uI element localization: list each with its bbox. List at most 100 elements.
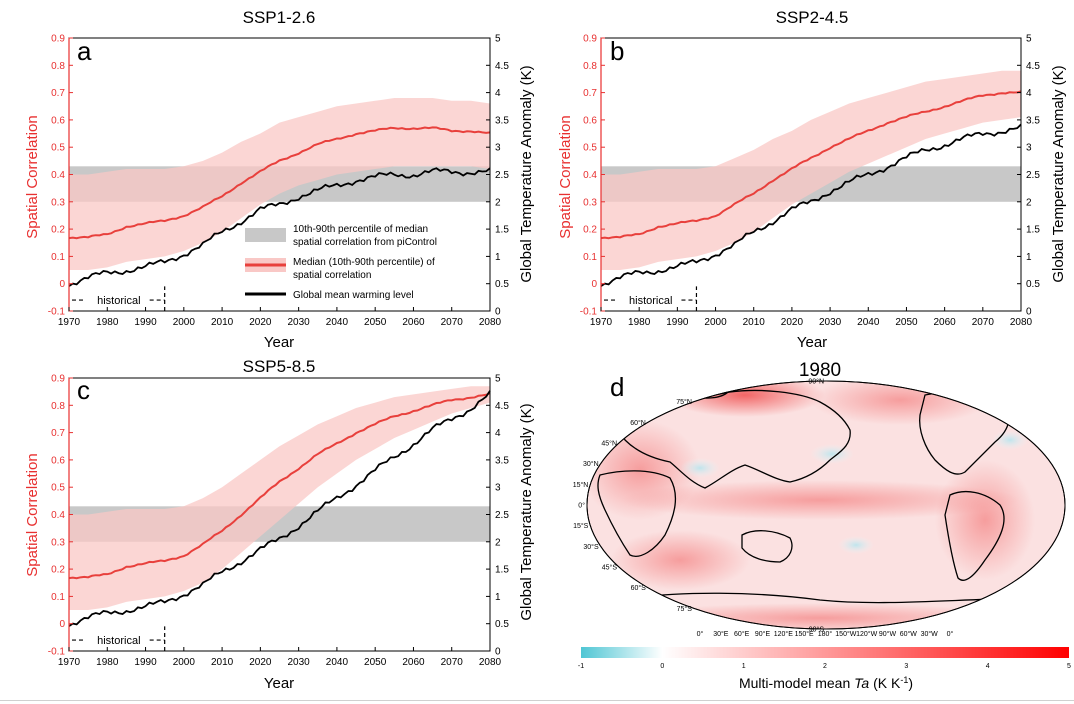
lat-label: 60°N <box>630 419 646 427</box>
panel-c: SSP5-8.5 c -0.1 0 0.1 0.2 0.3 0.4 0.5 0.6 0.7 0.8… <box>24 357 535 692</box>
x-tick-label: 2000 <box>704 317 727 328</box>
y-tick-label: 0.8 <box>51 401 65 412</box>
x-tick-label: 2020 <box>781 317 804 328</box>
y2-tick-label: 1.5 <box>495 565 509 576</box>
median-uncertainty-band <box>69 98 490 271</box>
colorbar-tick-label: 4 <box>986 663 990 670</box>
lat-labels: 90°N 75°N 60°N 45°N 30°N 15°N 0° 15°S 30°S 45°S 60… <box>573 378 825 634</box>
x-tick-label: 2010 <box>743 317 766 328</box>
warm-patch <box>810 381 990 425</box>
plot-area: -0.1 0 0.1 0.2 0.3 0.4 0.5 0.6 0.7 0.8 0.9 0 0.5 1 1.5… <box>580 34 1041 329</box>
lon-labels: 0° 30°E 60°E 90°E 120°E 150°E 180° 150°W 120°W 90… <box>697 630 954 638</box>
y2-tick-label: 2 <box>495 537 501 548</box>
y-tick-label: 0.7 <box>51 428 65 439</box>
y-tick-label: 0.1 <box>51 252 65 263</box>
x-tick-label: 2030 <box>288 657 311 668</box>
median-uncertainty-band <box>69 386 490 611</box>
warming-line <box>68 390 491 627</box>
y2-tick-label: 1 <box>1026 252 1032 263</box>
legend: 10th-90th percentile of median spatial c… <box>245 224 437 301</box>
x-tick-label: 2070 <box>972 317 995 328</box>
y2-tick-label: 1 <box>495 592 501 603</box>
warming-line <box>600 123 1022 287</box>
colorbar-tick-label: 2 <box>823 663 827 670</box>
y-axis-label: Spatial Correlation <box>557 115 574 238</box>
y-tick-label: 0.4 <box>51 170 65 181</box>
y-tick-label: 0 <box>59 619 65 630</box>
y-tick-label: 0.6 <box>51 115 65 126</box>
x-tick-label: 2050 <box>364 657 387 668</box>
x-tick-label: 2040 <box>326 657 349 668</box>
historical-label: historical <box>97 295 140 307</box>
x-tick-label: 1980 <box>96 317 119 328</box>
y2-axis-label: Global Temperature Anomaly (K) <box>518 403 535 620</box>
y2-tick-label: 3.5 <box>495 455 509 466</box>
y2-tick-label: 5 <box>495 34 501 45</box>
colorbar-label: Multi-model mean Ta (K K-1) <box>739 675 913 691</box>
y-tick-label: 0.2 <box>51 225 65 236</box>
lat-label: 15°N <box>573 481 589 489</box>
bottom-rule <box>0 700 1074 701</box>
historical-label: historical <box>629 295 672 307</box>
cool-patch <box>680 458 720 478</box>
lon-label: 90°W <box>879 630 897 638</box>
y-axis-label: Spatial Correlation <box>24 115 41 238</box>
plot-area: -0.1 0 0.1 0.2 0.3 0.4 0.5 0.6 0.7 0.8 0.9 0 0.5 1 1.5… <box>48 374 510 669</box>
y-tick-label: 0.3 <box>51 537 65 548</box>
historical-label: historical <box>97 635 140 647</box>
y-tick-label: 0.5 <box>51 143 65 154</box>
y-tick-label: 0 <box>591 279 597 290</box>
coast-africa <box>597 470 677 557</box>
panel-letter: b <box>610 36 624 66</box>
y2-tick-label: 2.5 <box>495 170 509 181</box>
colorbar-tick-label: 3 <box>904 663 908 670</box>
y2-tick-label: 3.5 <box>1026 115 1040 126</box>
y-tick-label: 0.5 <box>583 143 597 154</box>
y2-tick-label: 2 <box>1026 197 1032 208</box>
y2-tick-label: 0 <box>495 307 501 318</box>
lon-label: 90°E <box>755 630 771 638</box>
y2-tick-label: 3 <box>495 143 501 154</box>
y-tick-label: 0.9 <box>51 34 65 45</box>
y-tick-label: 0.9 <box>583 34 597 45</box>
lat-label: 60°S <box>631 584 647 592</box>
x-tick-label: 1980 <box>96 657 119 668</box>
y-tick-label: 0.6 <box>583 115 597 126</box>
lat-label: 15°S <box>573 522 589 530</box>
y-tick-label: 0.1 <box>583 252 597 263</box>
y-tick-label: 0.8 <box>583 61 597 72</box>
y2-tick-label: 0.5 <box>1026 279 1040 290</box>
colorbar-tick-label: 1 <box>742 663 746 670</box>
y-tick-label: 0.7 <box>51 88 65 99</box>
x-tick-label: 1980 <box>628 317 651 328</box>
y2-tick-label: 4.5 <box>1026 61 1040 72</box>
lat-label: 30°N <box>583 460 599 468</box>
cool-patch <box>838 536 874 554</box>
x-tick-label: 2030 <box>288 317 311 328</box>
y-tick-label: 0.3 <box>583 197 597 208</box>
lon-label: 180° <box>818 630 833 638</box>
median-line <box>68 126 491 240</box>
panel-letter: a <box>77 36 92 66</box>
y2-tick-label: 4 <box>495 88 501 99</box>
y-tick-label: -0.1 <box>48 307 66 318</box>
x-tick-label: 2010 <box>211 657 234 668</box>
lat-label: 45°N <box>601 440 617 448</box>
global-map: 90°N 75°N 60°N 45°N 30°N 15°N 0° 15°S 30°S 45°S 60… <box>573 378 1066 638</box>
y-tick-label: 0.3 <box>51 197 65 208</box>
legend-picontrol-line1: 10th-90th percentile of median <box>293 224 428 235</box>
y2-tick-label: 4.5 <box>495 61 509 72</box>
panel-d: d 1980 <box>573 360 1071 691</box>
lon-label: 0° <box>947 630 954 638</box>
lon-label: 120°W <box>856 630 877 638</box>
y-axis-label: Spatial Correlation <box>24 453 41 576</box>
legend-median-line2: spatial correlation <box>293 270 371 281</box>
y2-tick-label: 2.5 <box>495 510 509 521</box>
warm-patch <box>610 530 750 590</box>
warm-patch <box>620 480 1020 520</box>
map-year-title: 1980 <box>799 360 841 381</box>
y-tick-label: 0.5 <box>51 483 65 494</box>
x-tick-label: 2070 <box>441 317 464 328</box>
coast-eurasia <box>614 389 851 489</box>
